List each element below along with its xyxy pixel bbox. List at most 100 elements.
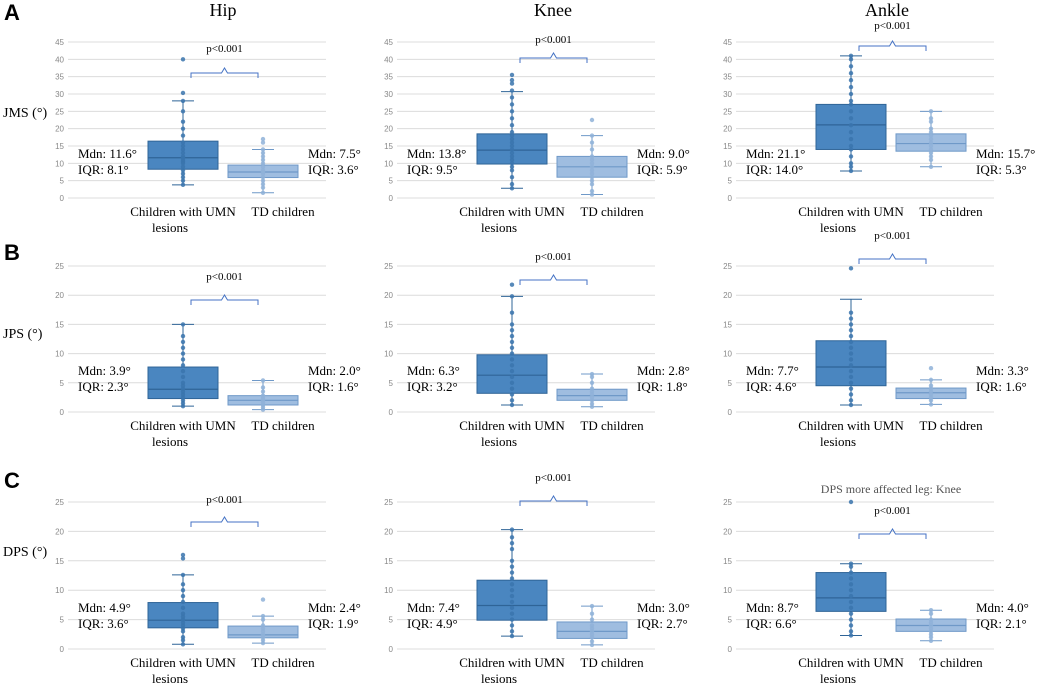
x-category-label: lesions	[481, 671, 517, 686]
umn-iqr-stat: IQR: 6.6°	[746, 616, 797, 631]
td-data-point	[589, 140, 595, 145]
td-iqr-stat: IQR: 5.3°	[976, 162, 1027, 177]
umn-data-point	[180, 322, 186, 327]
td-data-point	[260, 393, 266, 398]
y-tick-label: 20	[723, 125, 732, 134]
umn-iqr-stat: IQR: 14.0°	[746, 162, 803, 177]
umn-data-point	[848, 116, 854, 121]
umn-data-point	[848, 611, 854, 616]
umn-iqr-stat: IQR: 2.3°	[78, 379, 129, 394]
y-tick-label: 15	[723, 320, 732, 329]
umn-data-point	[180, 57, 186, 62]
td-data-point	[928, 140, 934, 145]
umn-data-point	[848, 605, 854, 611]
umn-data-point	[180, 126, 186, 131]
umn-data-point	[848, 617, 854, 622]
umn-data-point	[509, 351, 515, 356]
umn-data-point	[180, 363, 186, 368]
td-data-point	[928, 126, 934, 131]
y-tick-label: 5	[728, 379, 733, 388]
umn-data-point	[848, 164, 854, 169]
td-data-point	[260, 613, 266, 619]
umn-data-point	[848, 143, 854, 149]
y-tick-label: 15	[384, 320, 393, 329]
td-data-point	[589, 603, 595, 609]
p-value-label: p<0.001	[874, 230, 910, 242]
y-tick-label: 25	[55, 262, 64, 271]
p-value-label: p<0.001	[535, 251, 571, 263]
td-data-point	[589, 642, 595, 648]
td-data-point	[260, 157, 266, 163]
umn-data-point	[848, 123, 854, 128]
td-data-point	[260, 623, 266, 628]
umn-data-point	[509, 582, 515, 587]
td-data-point	[589, 168, 595, 173]
umn-data-point	[848, 345, 854, 350]
umn-data-point	[509, 402, 515, 408]
y-tick-label: 0	[389, 408, 394, 417]
umn-data-point	[180, 109, 186, 114]
umn-data-point	[180, 119, 186, 124]
umn-data-point	[509, 109, 515, 114]
y-tick-label: 5	[728, 616, 733, 625]
td-iqr-stat: IQR: 1.6°	[308, 379, 359, 394]
td-data-point	[589, 171, 595, 176]
x-category-label: Children with UMN	[798, 655, 904, 670]
y-tick-label: 10	[723, 159, 732, 168]
column-title: Hip	[210, 0, 237, 20]
umn-data-point	[180, 374, 186, 380]
umn-data-point	[848, 154, 854, 159]
umn-data-point	[180, 345, 186, 350]
x-category-label: lesions	[820, 671, 856, 686]
umn-data-point	[509, 605, 515, 611]
umn-data-point	[848, 599, 854, 605]
umn-iqr-stat: IQR: 8.1°	[78, 162, 129, 177]
td-median-stat: Mdn: 7.5°	[308, 146, 361, 161]
umn-data-point	[848, 316, 854, 321]
umn-median-stat: Mdn: 7.7°	[746, 363, 799, 378]
umn-data-point	[509, 294, 515, 299]
td-data-point	[928, 136, 934, 142]
x-category-label: TD children	[251, 204, 315, 219]
umn-median-stat: Mdn: 6.3°	[407, 363, 460, 378]
td-data-point	[260, 190, 266, 195]
significance-bracket	[858, 528, 927, 539]
x-category-label: TD children	[251, 655, 315, 670]
umn-median-stat: Mdn: 21.1°	[746, 146, 805, 161]
umn-data-point	[180, 154, 186, 159]
umn-data-point	[848, 64, 854, 69]
umn-median-stat: Mdn: 8.7°	[746, 600, 799, 615]
umn-data-point	[509, 564, 515, 569]
td-data-point	[589, 181, 595, 187]
x-category-label: Children with UMN	[459, 418, 565, 433]
y-tick-label: 0	[60, 194, 65, 203]
x-category-label: TD children	[251, 418, 315, 433]
td-data-point	[928, 109, 934, 114]
td-data-point	[589, 147, 595, 152]
row-letter: C	[4, 468, 20, 493]
umn-data-point	[509, 527, 515, 532]
umn-data-point	[509, 357, 515, 362]
td-data-point	[260, 136, 266, 142]
umn-data-point	[848, 57, 854, 62]
p-value-label: p<0.001	[206, 494, 242, 506]
umn-data-point	[848, 380, 854, 385]
umn-data-point	[509, 633, 515, 639]
td-iqr-stat: IQR: 5.9°	[637, 162, 688, 177]
p-value-label: p<0.001	[206, 43, 242, 55]
umn-data-point	[180, 593, 186, 599]
column-title: Ankle	[865, 0, 909, 20]
x-category-label: TD children	[919, 418, 983, 433]
umn-data-point	[180, 552, 186, 558]
y-tick-label: 5	[728, 177, 733, 186]
td-median-stat: Mdn: 2.4°	[308, 600, 361, 615]
y-axis-label: DPS (°)	[3, 545, 47, 560]
td-data-point	[928, 377, 934, 383]
umn-data-point	[509, 333, 515, 339]
umn-data-point	[180, 611, 186, 616]
x-category-label: lesions	[481, 434, 517, 449]
td-data-point	[928, 119, 934, 124]
umn-data-point	[509, 136, 515, 142]
td-data-point	[589, 175, 595, 180]
